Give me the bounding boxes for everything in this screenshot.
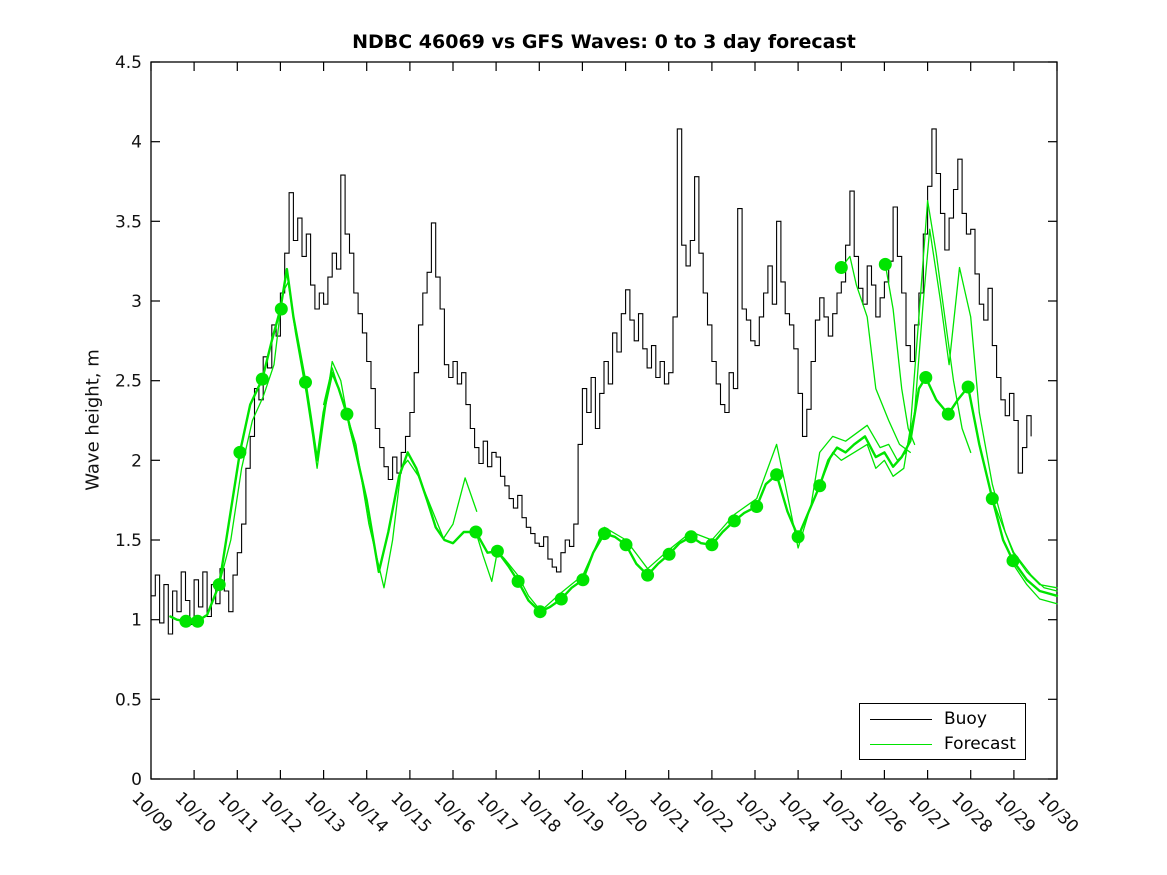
forecast-marker [619,538,633,552]
x-tick-label: 10/28 [947,788,996,837]
forecast-marker [576,573,590,587]
forecast-marker [750,500,764,513]
y-tick-label: 4 [131,133,142,153]
forecast-line [475,531,541,611]
y-tick-label: 1.5 [115,531,142,551]
y-tick-label: 2.5 [115,372,142,392]
forecast-line [169,267,1059,623]
x-tick-label: 10/11 [214,788,263,837]
y-tick-label: 3.5 [115,212,142,232]
forecast-marker [941,407,955,421]
legend-row-buoy: Buoy [870,709,1025,729]
forecast-marker [469,525,483,539]
plot-box [150,61,1058,780]
forecast-marker [684,530,698,544]
forecast-marker [791,530,805,544]
forecast-marker [511,574,525,588]
forecast-marker [212,578,226,592]
legend-row-forecast: Forecast [870,734,1025,754]
x-tick-label: 10/15 [386,788,435,837]
x-tick-label: 10/19 [559,788,608,837]
x-tick-label: 10/18 [516,788,565,837]
y-tick-label: 0 [131,770,142,790]
forecast-marker [662,547,676,561]
y-tick-label: 1 [131,611,142,631]
forecast-marker [274,302,288,316]
y-tick-label: 3 [131,292,142,312]
forecast-marker [191,614,205,628]
forecast-marker [340,407,354,421]
legend-label-buoy: Buoy [944,709,987,729]
forecast-marker [1006,554,1020,568]
y-tick-label: 2 [131,451,142,471]
forecast-line [819,199,972,487]
x-tick-label: 10/16 [429,788,478,837]
chart-title: NDBC 46069 vs GFS Waves: 0 to 3 day fore… [352,31,856,53]
x-tick-label: 10/22 [688,788,737,837]
x-tick-label: 10/20 [602,788,651,837]
forecast-marker [597,527,611,541]
forecast-line [218,281,359,586]
legend-label-forecast: Forecast [944,734,1016,754]
forecast-marker [878,257,892,271]
forecast-marker [919,371,933,384]
x-tick-label: 10/30 [1033,788,1082,837]
forecast-marker [985,492,999,506]
forecast-marker [490,544,504,558]
x-tick-label: 10/21 [645,788,694,837]
buoy-line [151,128,1032,635]
forecast-marker [961,380,975,394]
forecast-line [884,263,916,446]
forecast-marker [233,445,247,459]
x-tick-label: 10/17 [473,788,522,837]
x-tick-label: 10/10 [171,788,220,837]
x-tick-label: 10/13 [300,788,349,837]
x-tick-label: 10/26 [861,788,910,837]
forecast-line [1012,563,1058,605]
x-tick-label: 10/25 [818,788,867,837]
forecast-lines [169,199,1059,623]
forecast-marker [727,514,741,528]
forecast-line [322,367,478,589]
buoy-line-swatch [870,718,932,720]
x-tick-label: 10/14 [343,788,392,837]
legend-box: Buoy Forecast [859,703,1026,760]
forecast-line [991,497,1058,589]
y-axis-label: Wave height, m [82,349,104,491]
forecast-marker [179,614,193,628]
x-tick-label: 10/12 [257,788,306,837]
forecast-marker [813,479,827,493]
x-tick-label: 10/29 [990,788,1039,837]
forecast-marker [705,538,719,552]
forecast-marker [299,375,312,389]
x-tick-label: 10/27 [904,788,953,837]
forecast-marker [533,605,547,619]
x-tick-label: 10/24 [775,788,824,837]
y-tick-label: 4.5 [115,53,142,73]
x-tick-label: 10/23 [731,788,780,837]
forecast-marker [641,568,655,582]
forecast-markers [179,257,1020,628]
forecast-marker [770,468,784,482]
forecast-marker [255,372,269,386]
forecast-line [539,228,1058,613]
forecast-marker [834,261,848,274]
x-tick-label: 10/09 [127,788,176,837]
forecast-line-swatch [870,743,932,745]
forecast-line [840,255,911,454]
y-tick-label: 0.5 [115,690,142,710]
forecast-marker [554,592,568,606]
